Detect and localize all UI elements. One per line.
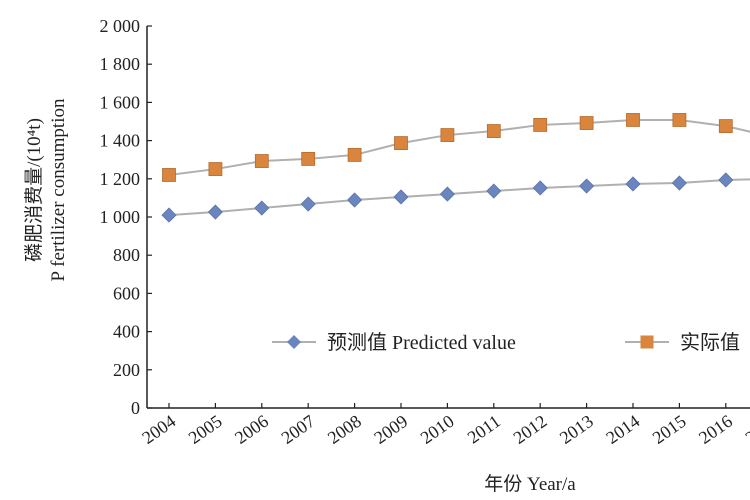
data-point-predicted	[486, 183, 502, 199]
data-point-predicted	[671, 175, 687, 191]
data-point-actual	[718, 119, 733, 133]
data-point-actual	[162, 168, 176, 182]
data-point-predicted	[207, 204, 223, 220]
x-tick-label: 2005	[185, 411, 226, 448]
data-point-predicted	[347, 192, 363, 208]
x-tick-label: 2007	[278, 411, 319, 448]
x-tick-label: 2006	[231, 411, 272, 448]
y-tick-label: 0	[131, 398, 140, 418]
y-tick-label: 1 200	[100, 169, 141, 189]
x-tick-label: 2015	[649, 411, 690, 448]
data-point-actual	[394, 136, 408, 150]
x-tick-label: 2011	[464, 411, 504, 448]
y-tick-label: 1 800	[100, 54, 141, 74]
x-tick-label: 2010	[417, 411, 458, 448]
y-axis-label-en: P fertilizer consumption	[48, 98, 69, 281]
data-point-predicted	[300, 196, 316, 212]
data-point-predicted	[532, 180, 548, 196]
y-tick-label: 800	[113, 245, 140, 265]
data-point-actual	[579, 116, 594, 130]
x-tick-label: 2012	[510, 411, 551, 448]
data-point-predicted	[625, 176, 641, 192]
x-tick-label: 2008	[324, 411, 365, 448]
y-tick-label: 400	[113, 322, 140, 342]
x-tick-label: 2016	[695, 411, 736, 448]
y-axis: 0 200 400 600 800 1 000 1 200 1 400 1 600 1 800 2 …	[100, 16, 750, 418]
data-point-predicted	[393, 189, 409, 205]
x-tick-label: 2013	[556, 411, 597, 448]
data-point-actual	[533, 118, 548, 132]
x-tick-label: 2017	[742, 411, 750, 448]
series-line	[168, 118, 750, 176]
y-tick-label: 1 600	[100, 92, 141, 112]
x-axis-label: 年份 Year/a	[484, 473, 576, 495]
x-tick-label: 2014	[602, 411, 643, 448]
y-tick-label: 600	[113, 283, 140, 303]
data-point-actual	[440, 128, 455, 142]
data-point-predicted	[579, 178, 595, 194]
legend-label: 预测值 Predicted value	[327, 331, 516, 354]
data-point-actual	[347, 148, 362, 162]
data-point-actual	[626, 113, 640, 127]
x-axis: 2004 2005 2006 2007 2008 2009 2010 2011 2012 2013…	[138, 403, 750, 448]
series-layer	[161, 113, 750, 223]
data-point-predicted	[161, 207, 177, 223]
y-tick-label: 1 400	[100, 131, 141, 151]
y-tick-label: 2 000	[100, 16, 141, 36]
data-point-predicted	[439, 186, 455, 202]
x-tick-label: 2004	[138, 411, 179, 448]
legend-marker-predicted	[287, 335, 301, 349]
y-axis-label-cn: 磷肥消费量/(10⁴t)	[23, 118, 45, 262]
data-point-actual	[254, 154, 269, 168]
series-line	[168, 178, 750, 217]
y-tick-label: 1 000	[100, 207, 141, 227]
legend-marker-actual	[640, 335, 654, 349]
x-tick-label: 2009	[370, 411, 411, 448]
data-point-actual	[672, 113, 687, 127]
data-point-predicted	[718, 172, 734, 188]
legend-label: 实际值	[680, 331, 740, 354]
y-tick-label: 200	[113, 360, 140, 380]
data-point-actual	[301, 152, 316, 166]
legend: 预测值 Predicted value 实际值	[272, 331, 740, 354]
data-point-actual	[208, 162, 223, 176]
data-point-predicted	[254, 200, 270, 216]
data-point-actual	[486, 124, 501, 138]
